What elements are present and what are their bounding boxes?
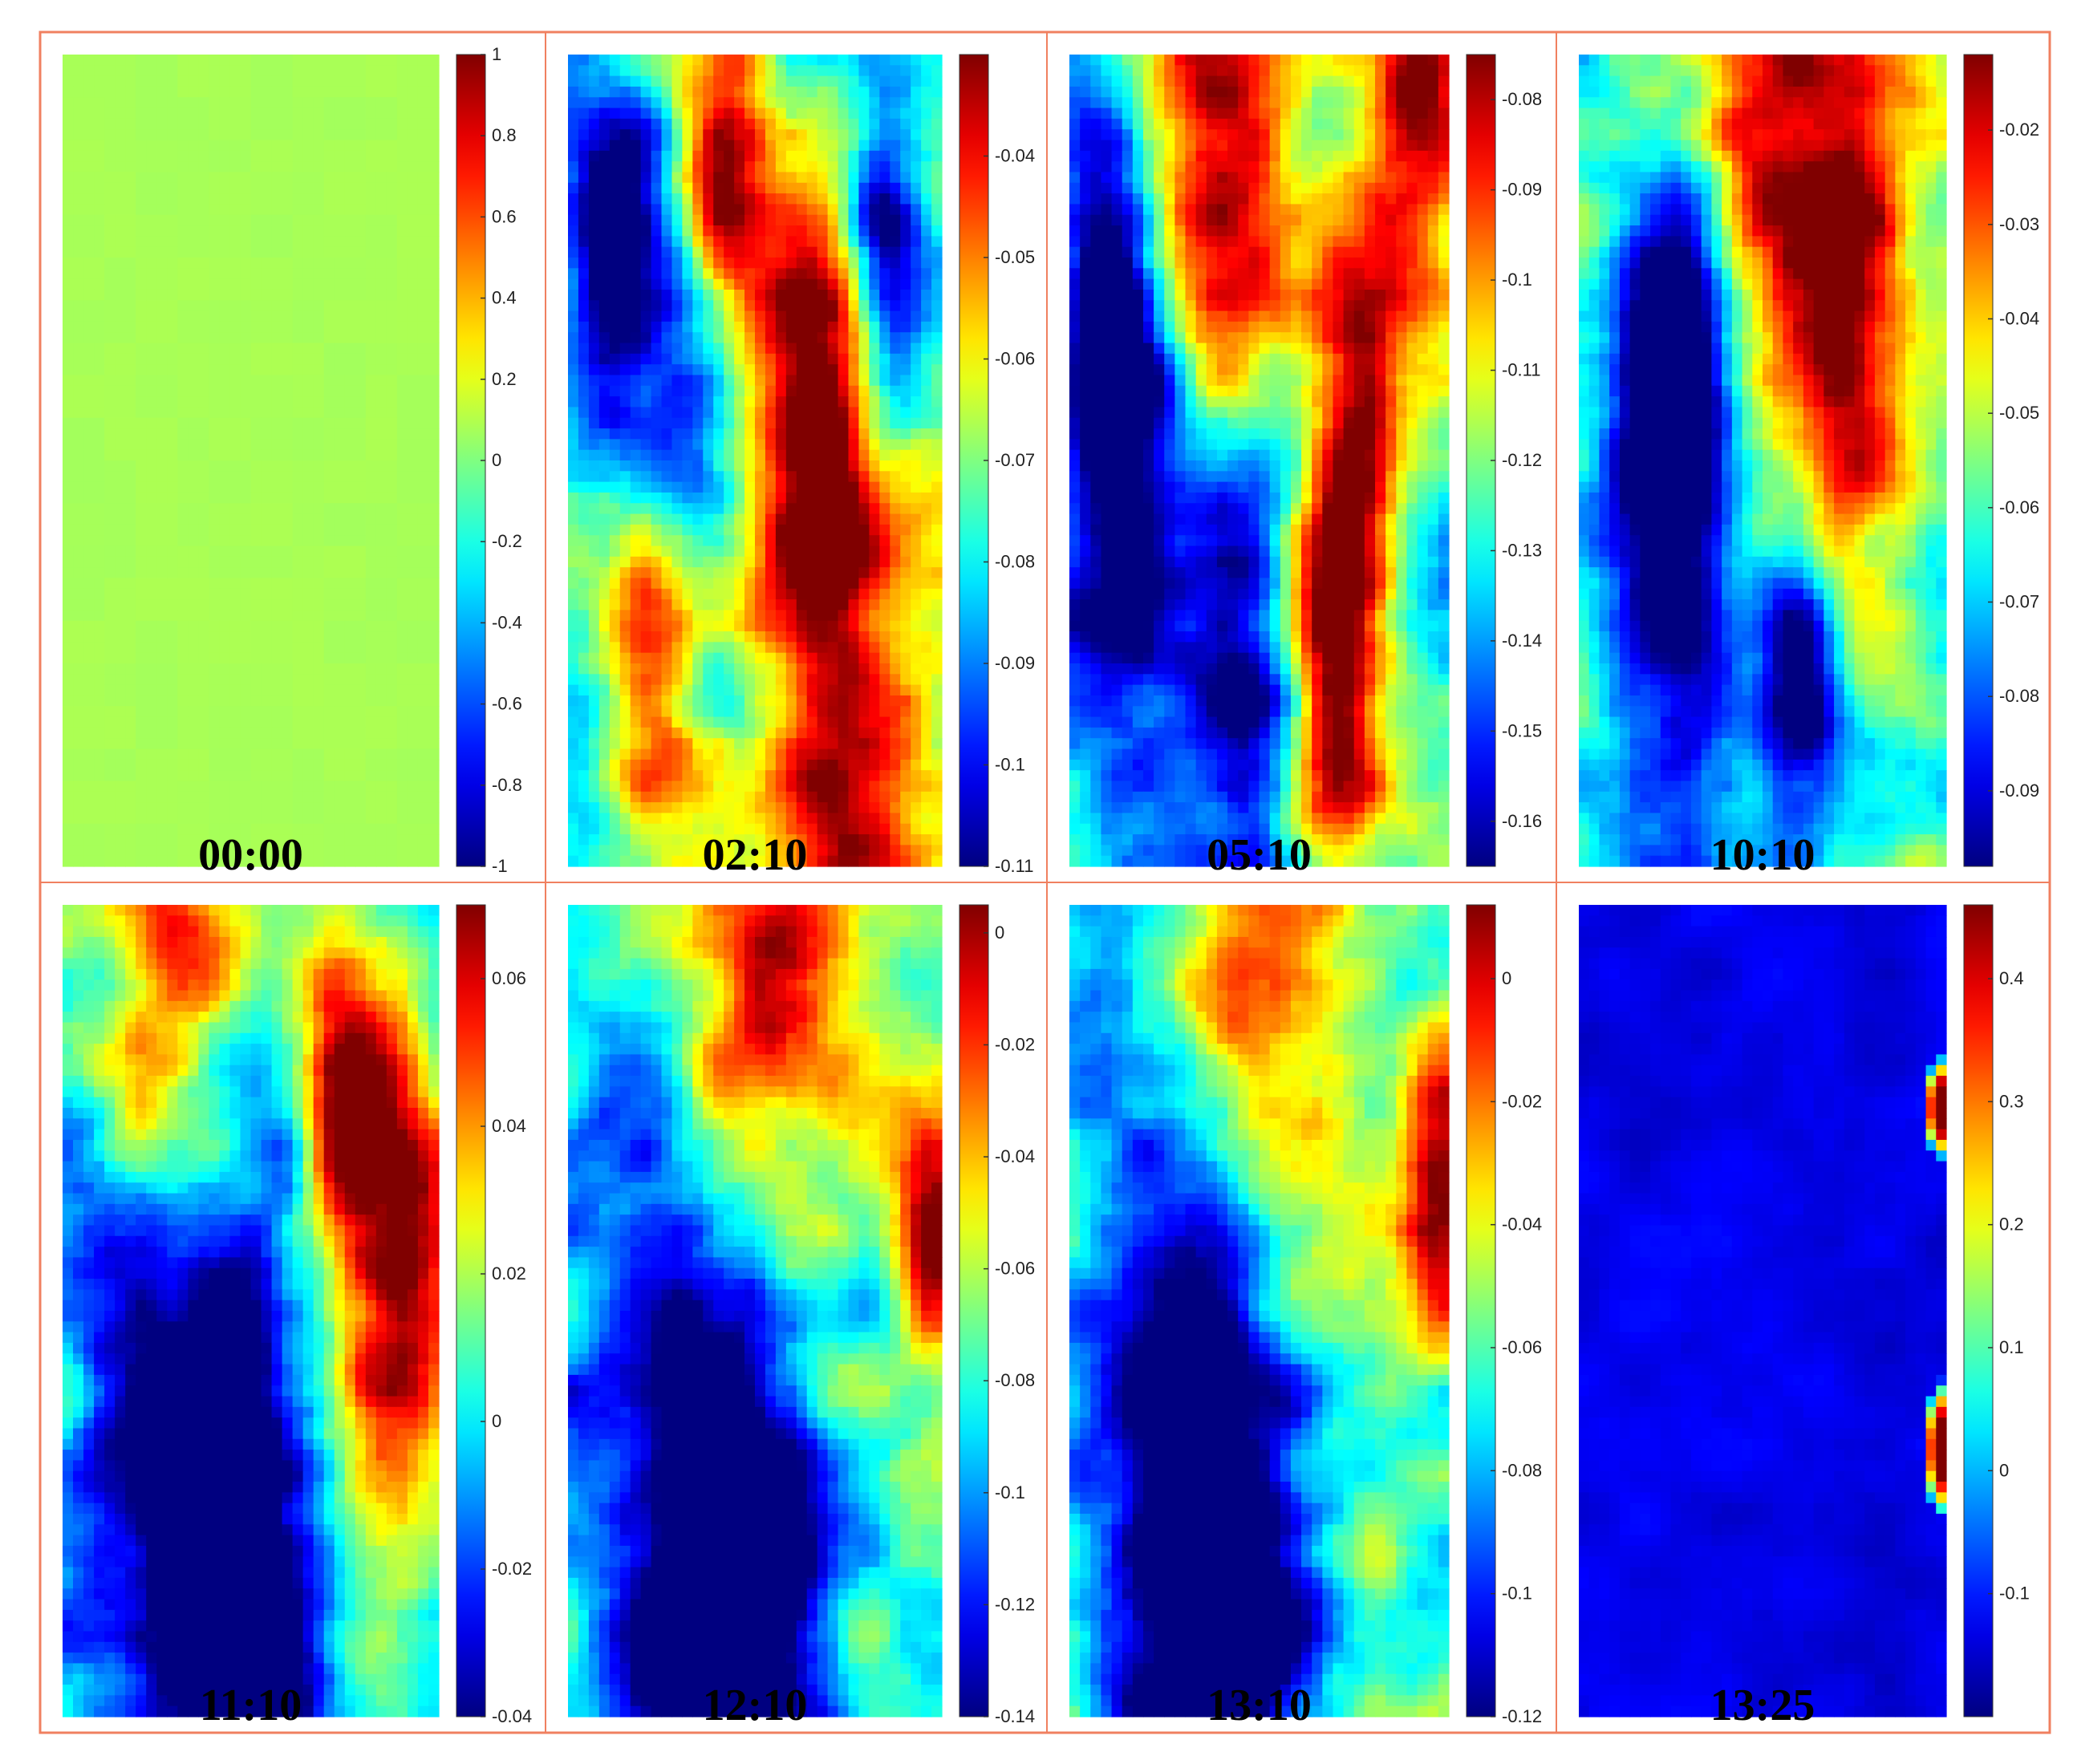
colorbar-tick-label: -0.06: [995, 1259, 1035, 1279]
colorbar-tick-label: 0.6: [492, 206, 517, 226]
panel-1310: 0 -0.02 -0.04 -0.06 -0.08 -0.1 -0.12 13:10: [1069, 904, 1542, 1730]
colorbar-tick-label: 0.2: [492, 369, 517, 389]
heatmap: [1579, 905, 1947, 1717]
colorbar-tick-label: 0.1: [1999, 1337, 2024, 1357]
colorbar-tick-label: -0.02: [1502, 1091, 1542, 1111]
colorbar-tick-label: -0.06: [995, 349, 1035, 369]
colorbar-tick-label: -0.04: [995, 146, 1035, 166]
colorbar-tick-label: 0.2: [1999, 1215, 2024, 1235]
colorbar-tick-label: -0.1: [1502, 1584, 1532, 1604]
heatmap: [1579, 55, 1947, 867]
colorbar-tick-label: -0.06: [1502, 1337, 1542, 1357]
time-label: 02:10: [703, 830, 808, 880]
colorbar-tick-label: -0.04: [995, 1146, 1035, 1166]
colorbar-tick-label: 0: [492, 450, 501, 470]
panel-1210: 0 -0.02 -0.04 -0.06 -0.08 -0.1 -0.12 -0.14 12:10: [568, 904, 1035, 1730]
colorbar-tick-label: -0.08: [1502, 1460, 1542, 1480]
colorbar-tick-label: -0.09: [1999, 781, 2039, 801]
colorbar-tick-label: 1: [492, 44, 501, 64]
panel-grid: 1 0.8 0.6 0.4 0.2 0 -0.2 -0.4 -0.6 -0.8 -1 00:00 -0.…: [39, 30, 2051, 1734]
panel-1110: 0.06 0.04 0.02 0 -0.02 -0.04 11:10: [63, 904, 532, 1730]
colorbar-tick-label: -0.14: [995, 1706, 1035, 1726]
panel-0510: -0.08 -0.09 -0.1 -0.11 -0.12 -0.13 -0.14 -0.15 -…: [1069, 54, 1542, 880]
colorbar-tick-label: -0.12: [1502, 1706, 1542, 1726]
colorbar-tick-label: -0.08: [1502, 89, 1542, 109]
panel-1010: -0.02 -0.03 -0.04 -0.05 -0.06 -0.07 -0.08 -0.09…: [1579, 54, 2039, 880]
time-label: 05:10: [1207, 830, 1312, 880]
colorbar-tick-label: -0.12: [995, 1594, 1035, 1614]
colorbar-tick-label: -0.08: [995, 552, 1035, 572]
colorbar-tick-label: -0.4: [492, 612, 522, 632]
colorbar-tick-label: -0.14: [1502, 631, 1542, 651]
colorbar: [1963, 904, 1994, 1717]
heatmap: [63, 55, 440, 867]
colorbar-tick-label: -0.13: [1502, 540, 1542, 560]
heatmap: [1069, 55, 1450, 867]
colorbar-tick-label: 0.8: [492, 125, 517, 145]
colorbar-tick-label: -1: [492, 856, 508, 876]
colorbar-tick-label: 0.3: [1999, 1091, 2024, 1111]
time-label: 10:10: [1710, 830, 1815, 880]
colorbar: [1963, 54, 1994, 867]
colorbar-tick-label: -0.02: [492, 1559, 532, 1579]
colorbar-tick-label: 0.04: [492, 1116, 526, 1136]
colorbar-tick-label: -0.8: [492, 775, 522, 795]
colorbar-tick-label: -0.05: [1999, 403, 2039, 423]
colorbar-tick-label: 0.4: [492, 288, 517, 308]
colorbar-tick-label: -0.06: [1999, 497, 2039, 517]
panel-0000: 1 0.8 0.6 0.4 0.2 0 -0.2 -0.4 -0.6 -0.8 -1 00:00: [63, 44, 522, 880]
colorbar: [959, 904, 989, 1717]
colorbar-tick-label: -0.08: [995, 1370, 1035, 1390]
colorbar-tick-label: -0.07: [995, 450, 1035, 470]
colorbar-tick-label: 0: [492, 1411, 501, 1431]
colorbar-tick-label: -0.16: [1502, 811, 1542, 831]
colorbar-tick-label: 0: [1502, 968, 1511, 988]
heatmap: [63, 905, 440, 1717]
colorbar-tick-label: -0.04: [1999, 308, 2039, 328]
colorbar-tick-label: -0.1: [1502, 270, 1532, 290]
colorbar-tick-label: 0: [995, 923, 1004, 943]
time-label: 00:00: [198, 830, 303, 880]
colorbar-tick-label: -0.09: [1502, 180, 1542, 200]
colorbar-tick-label: -0.1: [1999, 1584, 2030, 1604]
colorbar-tick-label: -0.11: [1502, 360, 1541, 380]
colorbar-tick-label: -0.02: [995, 1034, 1035, 1054]
heatmap: [568, 55, 943, 867]
heatmap: [1069, 905, 1450, 1717]
heatmap: [568, 905, 943, 1717]
colorbar-tick-label: -0.15: [1502, 720, 1542, 740]
colorbar: [1466, 904, 1496, 1717]
colorbar-tick-label: 0.06: [492, 968, 526, 988]
time-label: 12:10: [703, 1681, 808, 1730]
colorbar-tick-label: -0.02: [1999, 120, 2039, 140]
colorbar-tick-label: -0.03: [1999, 214, 2039, 234]
panel-0210: -0.04 -0.05 -0.06 -0.07 -0.08 -0.09 -0.1 -0.11 0…: [568, 54, 1035, 880]
colorbar: [456, 904, 486, 1717]
colorbar-tick-label: -0.05: [995, 247, 1035, 267]
colorbar-tick-label: -0.08: [1999, 686, 2039, 706]
time-label: 13:25: [1710, 1681, 1815, 1730]
colorbar-tick-label: -0.11: [995, 856, 1034, 876]
colorbar-tick-label: 0.02: [492, 1263, 526, 1283]
colorbar-tick-label: -0.6: [492, 694, 522, 714]
colorbar-tick-label: -0.1: [995, 1482, 1025, 1502]
colorbar-tick-label: -0.1: [995, 755, 1025, 775]
colorbar-tick-label: -0.09: [995, 653, 1035, 673]
time-label: 13:10: [1207, 1681, 1312, 1730]
colorbar-tick-label: -0.04: [1502, 1215, 1542, 1235]
colorbar-tick-label: -0.12: [1502, 450, 1542, 470]
time-label: 11:10: [200, 1681, 302, 1730]
panel-1325: 0.4 0.3 0.2 0.1 0 -0.1 13:25: [1579, 904, 2030, 1730]
colorbar-tick-label: -0.2: [492, 531, 522, 551]
colorbar-tick-label: -0.04: [492, 1706, 532, 1726]
colorbar-tick-label: 0.4: [1999, 968, 2024, 988]
colorbar-tick-label: -0.07: [1999, 592, 2039, 612]
colorbar-tick-label: 0: [1999, 1460, 2009, 1480]
